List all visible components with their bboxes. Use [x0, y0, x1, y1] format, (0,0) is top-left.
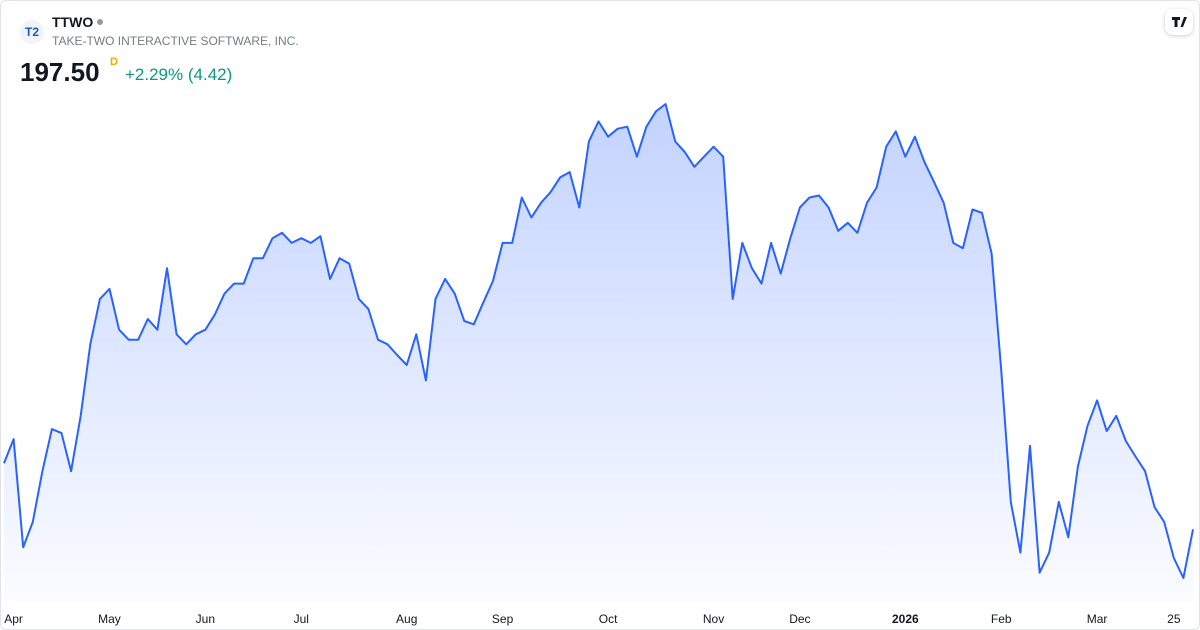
x-tick-label: Sep	[492, 612, 514, 626]
interval: D	[110, 56, 118, 68]
x-tick-label: Jul	[294, 612, 309, 626]
x-tick-label: Jun	[196, 612, 215, 626]
x-tick-label: Dec	[789, 612, 810, 626]
area-fill	[4, 104, 1193, 601]
tv-logo-icon	[1172, 17, 1187, 27]
company-name: TAKE-TWO INTERACTIVE SOFTWARE, INC.	[52, 34, 299, 48]
price-change: +2.29% (4.42)	[125, 65, 233, 84]
x-tick-label: Aug	[396, 612, 417, 626]
tv-logo-glyph	[1172, 17, 1187, 27]
x-tick-label: Mar	[1087, 612, 1108, 626]
x-tick-label: 25	[1167, 612, 1181, 626]
x-tick-label: Nov	[703, 612, 724, 626]
price-line	[3, 103, 1194, 579]
x-tick-label: Oct	[599, 612, 618, 626]
x-tick-label: Apr	[4, 612, 23, 626]
last-price: 197.50	[20, 57, 100, 87]
x-tick-label: Feb	[991, 612, 1012, 626]
symbol: TTWO	[52, 14, 94, 30]
x-tick-label: 2026	[892, 612, 919, 626]
tv-logo	[1165, 9, 1193, 35]
status-dot	[97, 19, 103, 25]
x-tick-label: May	[98, 612, 121, 626]
symbol-logo: T2	[20, 20, 44, 44]
